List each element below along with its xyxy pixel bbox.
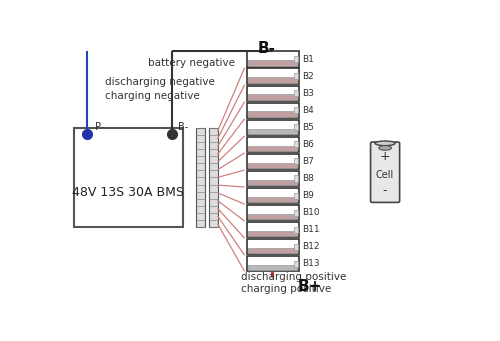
Bar xyxy=(248,60,298,65)
Text: B+: B+ xyxy=(298,279,322,294)
Text: B-: B- xyxy=(258,41,276,56)
Bar xyxy=(294,193,298,198)
Text: -: - xyxy=(383,184,388,197)
Bar xyxy=(294,261,298,267)
Text: B10: B10 xyxy=(302,208,320,217)
Bar xyxy=(294,210,298,216)
Bar xyxy=(248,129,298,134)
Bar xyxy=(248,265,298,270)
Bar xyxy=(246,51,299,66)
Bar xyxy=(248,77,298,83)
Bar xyxy=(246,256,299,271)
Bar xyxy=(246,120,299,135)
Text: B12: B12 xyxy=(302,242,320,251)
Bar xyxy=(248,94,298,100)
Bar xyxy=(246,222,299,237)
Bar xyxy=(248,180,298,185)
Bar xyxy=(246,137,299,152)
Text: P-: P- xyxy=(96,122,104,132)
Text: Cell: Cell xyxy=(376,170,394,180)
Bar xyxy=(246,103,299,118)
Text: battery negative: battery negative xyxy=(148,58,235,68)
Bar xyxy=(294,56,298,62)
Text: B7: B7 xyxy=(302,157,314,166)
Text: charging positive: charging positive xyxy=(241,284,331,294)
Text: B8: B8 xyxy=(302,174,314,183)
Bar xyxy=(246,154,299,169)
Bar xyxy=(246,171,299,186)
Bar xyxy=(248,197,298,202)
Bar xyxy=(294,141,298,147)
Text: charging negative: charging negative xyxy=(105,91,200,101)
Text: +: + xyxy=(380,150,390,163)
Text: 48V 13S 30A BMS: 48V 13S 30A BMS xyxy=(72,186,184,199)
Bar xyxy=(248,248,298,253)
FancyBboxPatch shape xyxy=(370,142,400,203)
Bar xyxy=(246,86,299,101)
Bar xyxy=(294,244,298,250)
Bar xyxy=(248,163,298,168)
Text: B4: B4 xyxy=(302,106,314,115)
Bar xyxy=(294,124,298,130)
Bar xyxy=(294,227,298,233)
Text: B13: B13 xyxy=(302,260,320,268)
Bar xyxy=(294,90,298,96)
Bar xyxy=(246,69,299,84)
Bar xyxy=(246,239,299,254)
Ellipse shape xyxy=(379,146,392,150)
Text: B1: B1 xyxy=(302,55,314,63)
Bar xyxy=(74,128,182,227)
Bar xyxy=(246,205,299,220)
Bar xyxy=(209,128,218,227)
Bar xyxy=(248,214,298,219)
Text: B6: B6 xyxy=(302,140,314,149)
Bar xyxy=(246,188,299,203)
Text: discharging positive: discharging positive xyxy=(241,272,346,282)
Text: B3: B3 xyxy=(302,89,314,98)
Bar xyxy=(248,146,298,151)
Bar xyxy=(294,158,298,164)
Bar xyxy=(294,176,298,181)
Bar xyxy=(294,73,298,79)
Bar xyxy=(294,107,298,113)
Bar xyxy=(248,112,298,117)
Bar xyxy=(196,128,204,227)
Text: discharging negative: discharging negative xyxy=(105,77,215,87)
Text: B5: B5 xyxy=(302,123,314,132)
Text: B9: B9 xyxy=(302,191,314,200)
Bar xyxy=(248,231,298,236)
Text: B11: B11 xyxy=(302,225,320,234)
Ellipse shape xyxy=(375,141,395,146)
Text: B-: B- xyxy=(178,122,188,132)
Text: B2: B2 xyxy=(302,72,314,80)
